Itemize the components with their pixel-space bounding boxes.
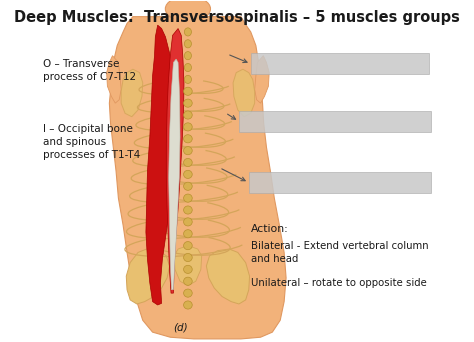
Ellipse shape [183,123,192,131]
Polygon shape [206,249,250,304]
FancyBboxPatch shape [249,172,431,193]
Ellipse shape [183,253,192,262]
Ellipse shape [183,241,192,250]
FancyBboxPatch shape [239,111,431,132]
Polygon shape [233,69,255,117]
Polygon shape [255,56,269,103]
Polygon shape [174,246,201,286]
Ellipse shape [183,182,192,190]
Ellipse shape [183,277,192,285]
Text: Unilateral – rotate to opposite side: Unilateral – rotate to opposite side [251,278,427,288]
Text: and head: and head [251,254,298,264]
Ellipse shape [183,301,192,309]
Polygon shape [166,28,184,293]
Ellipse shape [183,265,192,274]
Ellipse shape [165,0,210,22]
Ellipse shape [183,87,192,95]
Text: I – Occipital bone
and spinous
processes of T1-T4: I – Occipital bone and spinous processes… [43,123,140,160]
Ellipse shape [183,170,192,179]
Ellipse shape [183,194,192,202]
Ellipse shape [184,40,191,48]
Ellipse shape [184,64,191,71]
Polygon shape [109,17,286,339]
Ellipse shape [184,28,191,36]
Ellipse shape [183,158,192,167]
Polygon shape [126,249,170,304]
Ellipse shape [183,230,192,238]
Text: (d): (d) [173,322,187,332]
Ellipse shape [183,206,192,214]
Polygon shape [169,59,180,290]
Ellipse shape [183,111,192,119]
Text: O – Transverse
process of C7-T12: O – Transverse process of C7-T12 [43,59,136,82]
Ellipse shape [183,218,192,226]
Ellipse shape [183,147,192,155]
Text: Deep Muscles:  Transversospinalis – 5 muscles groups: Deep Muscles: Transversospinalis – 5 mus… [14,10,460,25]
FancyBboxPatch shape [251,53,429,74]
Ellipse shape [183,99,192,107]
Ellipse shape [183,289,192,297]
Text: Action:: Action: [251,224,289,234]
Polygon shape [146,25,175,305]
Polygon shape [173,15,202,32]
Polygon shape [107,56,121,103]
Ellipse shape [183,135,192,143]
Text: Bilateral - Extend vertebral column: Bilateral - Extend vertebral column [251,240,428,251]
Ellipse shape [184,52,191,60]
Ellipse shape [184,75,191,83]
Polygon shape [121,69,143,117]
